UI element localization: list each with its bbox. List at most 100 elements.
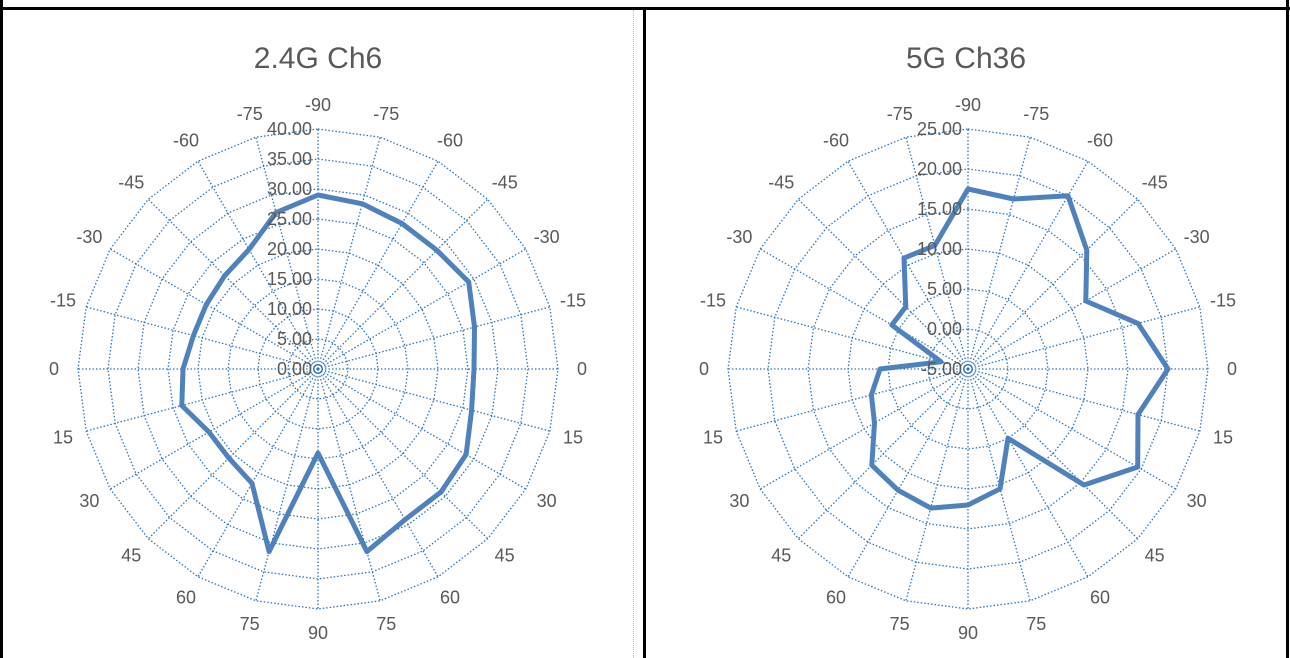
right-border [1286, 0, 1289, 658]
angle-tick-label: 0 [1227, 359, 1237, 379]
radial-tick-label: 0.00 [277, 359, 312, 379]
radial-tick-labels: -5.00 0.00 5.00 10.00 15.00 20.00 25.00 [917, 119, 962, 379]
grid-spoke [317, 368, 527, 490]
angle-tick-label: 60 [1090, 588, 1110, 608]
angle-tick-label: -60 [173, 130, 199, 150]
radial-tick-label: 35.00 [267, 149, 312, 169]
grid-spoke [197, 368, 319, 578]
grid-spoke [967, 306, 1200, 370]
grid-spoke [86, 306, 319, 370]
grid-spoke [255, 137, 319, 370]
angle-tick-label: 90 [958, 623, 978, 643]
grid-spoke [759, 368, 969, 490]
angle-tick-label: -15 [50, 291, 76, 311]
grid-spoke [317, 160, 439, 370]
left-border [0, 0, 3, 658]
middle-border [643, 8, 646, 658]
radial-tick-label: 5.00 [927, 279, 962, 299]
grid-spoke [967, 368, 1200, 432]
grid-ring [227, 278, 409, 460]
angle-tick-label: 75 [376, 614, 396, 634]
angle-tick-label: 30 [1187, 491, 1207, 511]
grid-spoke [797, 368, 969, 540]
angle-tick-label: 30 [79, 491, 99, 511]
angle-tick-label: -75 [887, 104, 913, 124]
grid-spoke [967, 198, 1139, 370]
angle-tick-label: -60 [823, 130, 849, 150]
radial-tick-label: 20.00 [917, 159, 962, 179]
grid-spoke [967, 368, 1089, 578]
grid-spoke [759, 248, 969, 370]
radial-tick-label: 25.00 [267, 209, 312, 229]
radial-tick-label: 5.00 [277, 329, 312, 349]
grid-spoke [736, 306, 969, 370]
angle-tick-label: 60 [826, 588, 846, 608]
angle-tick-label: -30 [1184, 227, 1210, 247]
grid-spoke [967, 368, 1177, 490]
grid-spoke [317, 306, 550, 370]
grid-spoke [905, 137, 969, 370]
grid-spoke [86, 368, 319, 432]
angle-tick-label: -45 [492, 172, 518, 192]
angle-tick-label: 60 [176, 588, 196, 608]
grid-spoke [147, 198, 319, 370]
radial-tick-label: 10.00 [917, 239, 962, 259]
angle-tick-label: -45 [118, 172, 144, 192]
angle-tick-label: -60 [437, 130, 463, 150]
angle-tick-label: -90 [955, 95, 981, 115]
grid-spoke [967, 137, 1031, 370]
grid-spoke [317, 368, 381, 601]
angle-tick-label: -30 [726, 227, 752, 247]
grid-spoke [317, 368, 489, 540]
grid-spoke [317, 198, 489, 370]
chart-title: 5G Ch36 [906, 42, 1026, 75]
angle-labels: -90 -75 -60 -45 -30 -15 0 15 30 45 60 75 90 75 60 45 30 1… [699, 95, 1237, 643]
radar-chart-2g-svg: 2.4G Ch6 -90 -75 -60 -45 -30 -15 0 15 30 45 60 75 90… [49, 42, 587, 643]
radial-tick-label: -5.00 [921, 359, 962, 379]
radial-tick-label: 0.00 [927, 319, 962, 339]
angle-tick-label: 45 [121, 546, 141, 566]
angle-tick-label: 45 [495, 546, 515, 566]
angle-labels: -90 -75 -60 -45 -30 -15 0 15 30 45 60 75 90 75 60 45 30 1… [49, 95, 587, 643]
angle-tick-label: 15 [53, 427, 73, 447]
angle-tick-label: 60 [440, 588, 460, 608]
angle-tick-label: 75 [1026, 614, 1046, 634]
angle-tick-label: -15 [700, 291, 726, 311]
grid-ring [167, 218, 469, 520]
angle-tick-label: -30 [76, 227, 102, 247]
angle-tick-label: -15 [1210, 291, 1236, 311]
grid-spoke [255, 368, 319, 601]
angle-tick-label: -75 [373, 104, 399, 124]
angle-tick-label: -45 [1142, 172, 1168, 192]
grid-spoke [847, 160, 969, 370]
grid-spoke [736, 368, 969, 432]
radar-grid [727, 128, 1209, 610]
radial-tick-label: 40.00 [267, 119, 312, 139]
radar-chart-2g: 2.4G Ch6 -90 -75 -60 -45 -30 -15 0 15 30 45 60 75 90… [3, 10, 633, 658]
angle-tick-label: 0 [49, 359, 59, 379]
radar-grid [77, 128, 559, 610]
grid-spoke [317, 368, 439, 578]
angle-tick-label: -30 [534, 227, 560, 247]
angle-tick-label: -45 [768, 172, 794, 192]
angle-tick-label: -75 [237, 104, 263, 124]
angle-tick-label: 15 [563, 427, 583, 447]
grid-spoke [797, 198, 969, 370]
angle-tick-label: -90 [305, 95, 331, 115]
grid-spoke [317, 137, 381, 370]
cell-gridline [633, 10, 634, 658]
angle-tick-label: 15 [1213, 427, 1233, 447]
angle-tick-label: -75 [1023, 104, 1049, 124]
angle-tick-label: 90 [308, 623, 328, 643]
grid-spoke [197, 160, 319, 370]
angle-tick-label: 30 [537, 491, 557, 511]
radial-tick-label: 15.00 [917, 199, 962, 219]
grid-spoke [147, 368, 319, 540]
angle-tick-label: 30 [729, 491, 749, 511]
radial-tick-labels: 0.00 5.00 10.00 15.00 20.00 25.00 30.00 35.00 40… [267, 119, 312, 379]
angle-tick-label: 75 [240, 614, 260, 634]
angle-tick-label: 0 [699, 359, 709, 379]
radar-chart-5g-svg: 5G Ch36 -90 -75 -60 -45 -30 -15 0 15 30 45 60 75 90 7… [699, 42, 1237, 643]
grid-ring [807, 208, 1129, 530]
